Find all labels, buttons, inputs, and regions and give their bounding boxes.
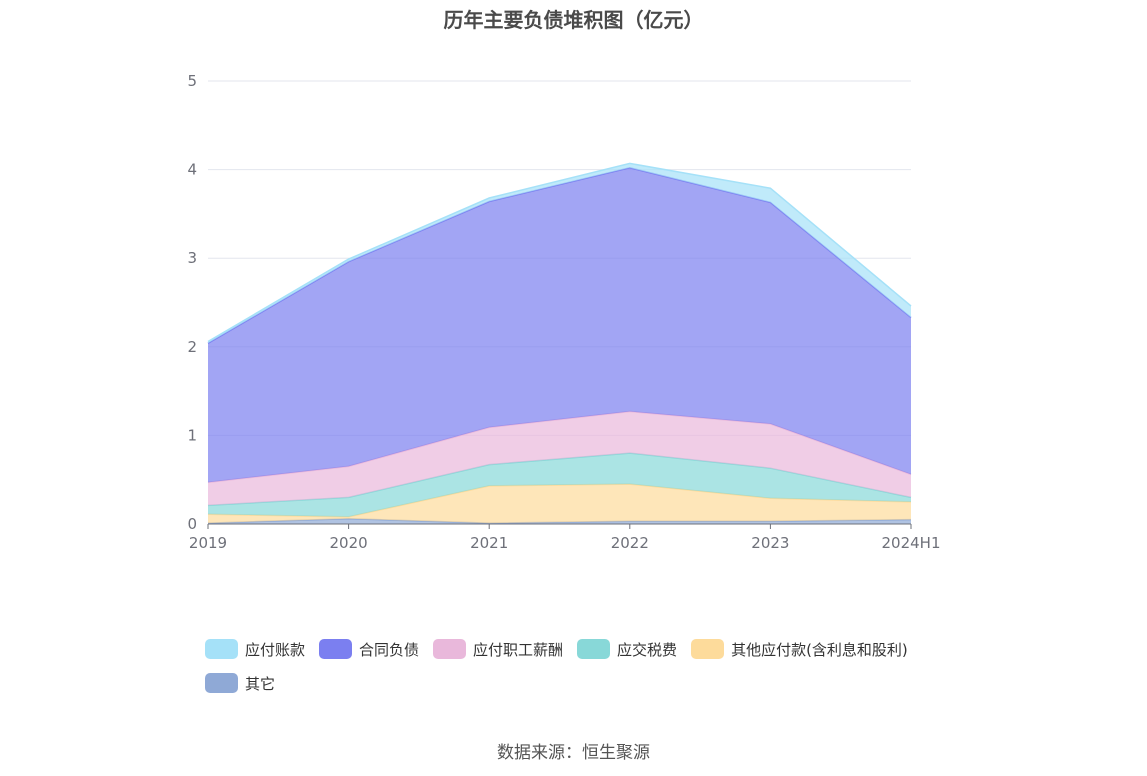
area-series-2 — [208, 453, 911, 517]
legend-item[interactable]: 应交税费 — [577, 638, 677, 660]
legend-swatch — [691, 639, 725, 659]
x-tick-label: 2023 — [751, 534, 789, 552]
x-tick-label: 2020 — [330, 534, 368, 552]
x-tick-label: 2021 — [470, 534, 508, 552]
legend-label: 应交税费 — [617, 640, 678, 659]
y-tick-label: 4 — [187, 161, 197, 179]
y-tick-label: 1 — [187, 426, 197, 444]
legend-item[interactable]: 应付账款 — [205, 638, 305, 660]
legend-label: 其他应付款(含利息和股利) — [731, 640, 908, 659]
area-series-line-5 — [207, 162, 912, 343]
x-tick-label: 2024H1 — [882, 534, 941, 552]
legend-label: 合同负债 — [359, 640, 420, 659]
legend-item[interactable]: 其它 — [205, 672, 275, 694]
legend-swatch — [205, 639, 238, 659]
area-series-1 — [208, 484, 911, 524]
x-tick-label: 2019 — [189, 534, 227, 552]
legend-label: 应付职工薪酬 — [473, 640, 564, 659]
chart-legend: 应付账款 合同负债 应付职工薪酬 应交税费 其他应付款(含利息和股利) 其它 — [205, 638, 965, 694]
stacked-area-chart: 0 1 2 3 4 5 2019 2020 2021 2022 2023 2024H1 — [187, 72, 941, 552]
area-series-line-3 — [207, 410, 912, 484]
data-source-note: 数据来源：恒生聚源 — [497, 743, 650, 763]
y-tick-label: 2 — [187, 338, 197, 356]
legend-item[interactable]: 应付职工薪酬 — [433, 638, 563, 660]
legend-swatch — [433, 639, 467, 659]
y-tick-label: 3 — [187, 249, 197, 267]
y-tick-label: 5 — [187, 72, 197, 90]
x-tick-label: 2022 — [611, 534, 649, 552]
legend-label: 应付账款 — [245, 640, 306, 659]
legend-swatch — [577, 639, 611, 659]
area-series-3 — [208, 411, 911, 506]
area-series-line-0 — [207, 517, 912, 524]
area-series-4 — [208, 167, 911, 483]
y-tick-label: 0 — [187, 515, 197, 533]
legend-swatch — [319, 639, 353, 659]
legend-label: 其它 — [245, 674, 276, 693]
chart-title: 历年主要负债堆积图（亿元） — [443, 8, 704, 32]
legend-item[interactable]: 其他应付款(含利息和股利) — [691, 638, 908, 660]
legend-item[interactable]: 合同负债 — [319, 638, 419, 660]
legend-swatch — [205, 673, 238, 693]
